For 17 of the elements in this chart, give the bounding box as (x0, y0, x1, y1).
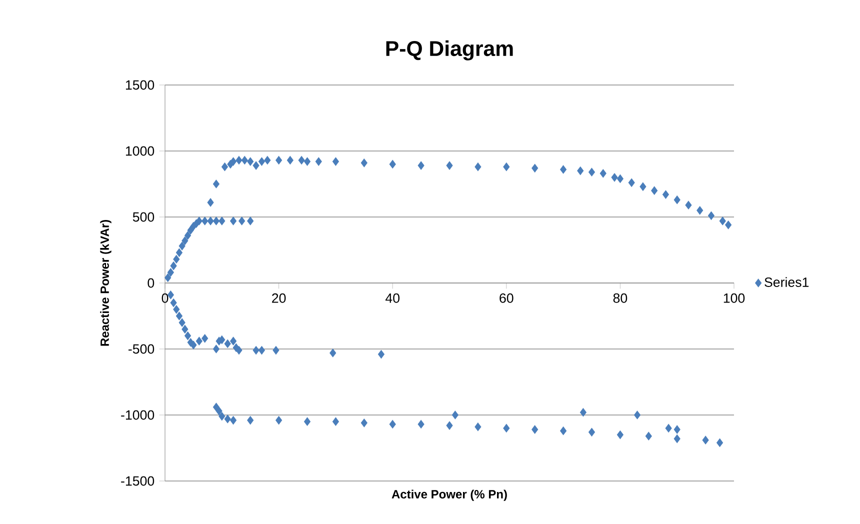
y-tick-label: -500 (128, 344, 154, 354)
x-tick-label: 80 (613, 293, 628, 303)
y-tick-label: 1500 (126, 80, 154, 90)
y-tick-label: 0 (148, 278, 154, 288)
y-tick-label: 500 (132, 212, 154, 222)
x-tick-label: 0 (162, 293, 168, 303)
y-tick-label: -1500 (121, 476, 154, 486)
y-tick-label: 1000 (126, 146, 154, 156)
x-axis-title: Active Power (% Pn) (392, 490, 507, 501)
y-tick-label: -1000 (121, 410, 154, 420)
legend-label: Series1 (764, 277, 809, 287)
x-tick-label: 60 (500, 293, 514, 303)
x-tick-label: 100 (724, 293, 745, 303)
x-tick-label: 40 (386, 293, 400, 303)
chart-title: P-Q Diagram (386, 40, 513, 60)
x-tick-label: 20 (272, 293, 286, 303)
y-axis-title: Reactive Power (kVAr) (100, 220, 112, 346)
